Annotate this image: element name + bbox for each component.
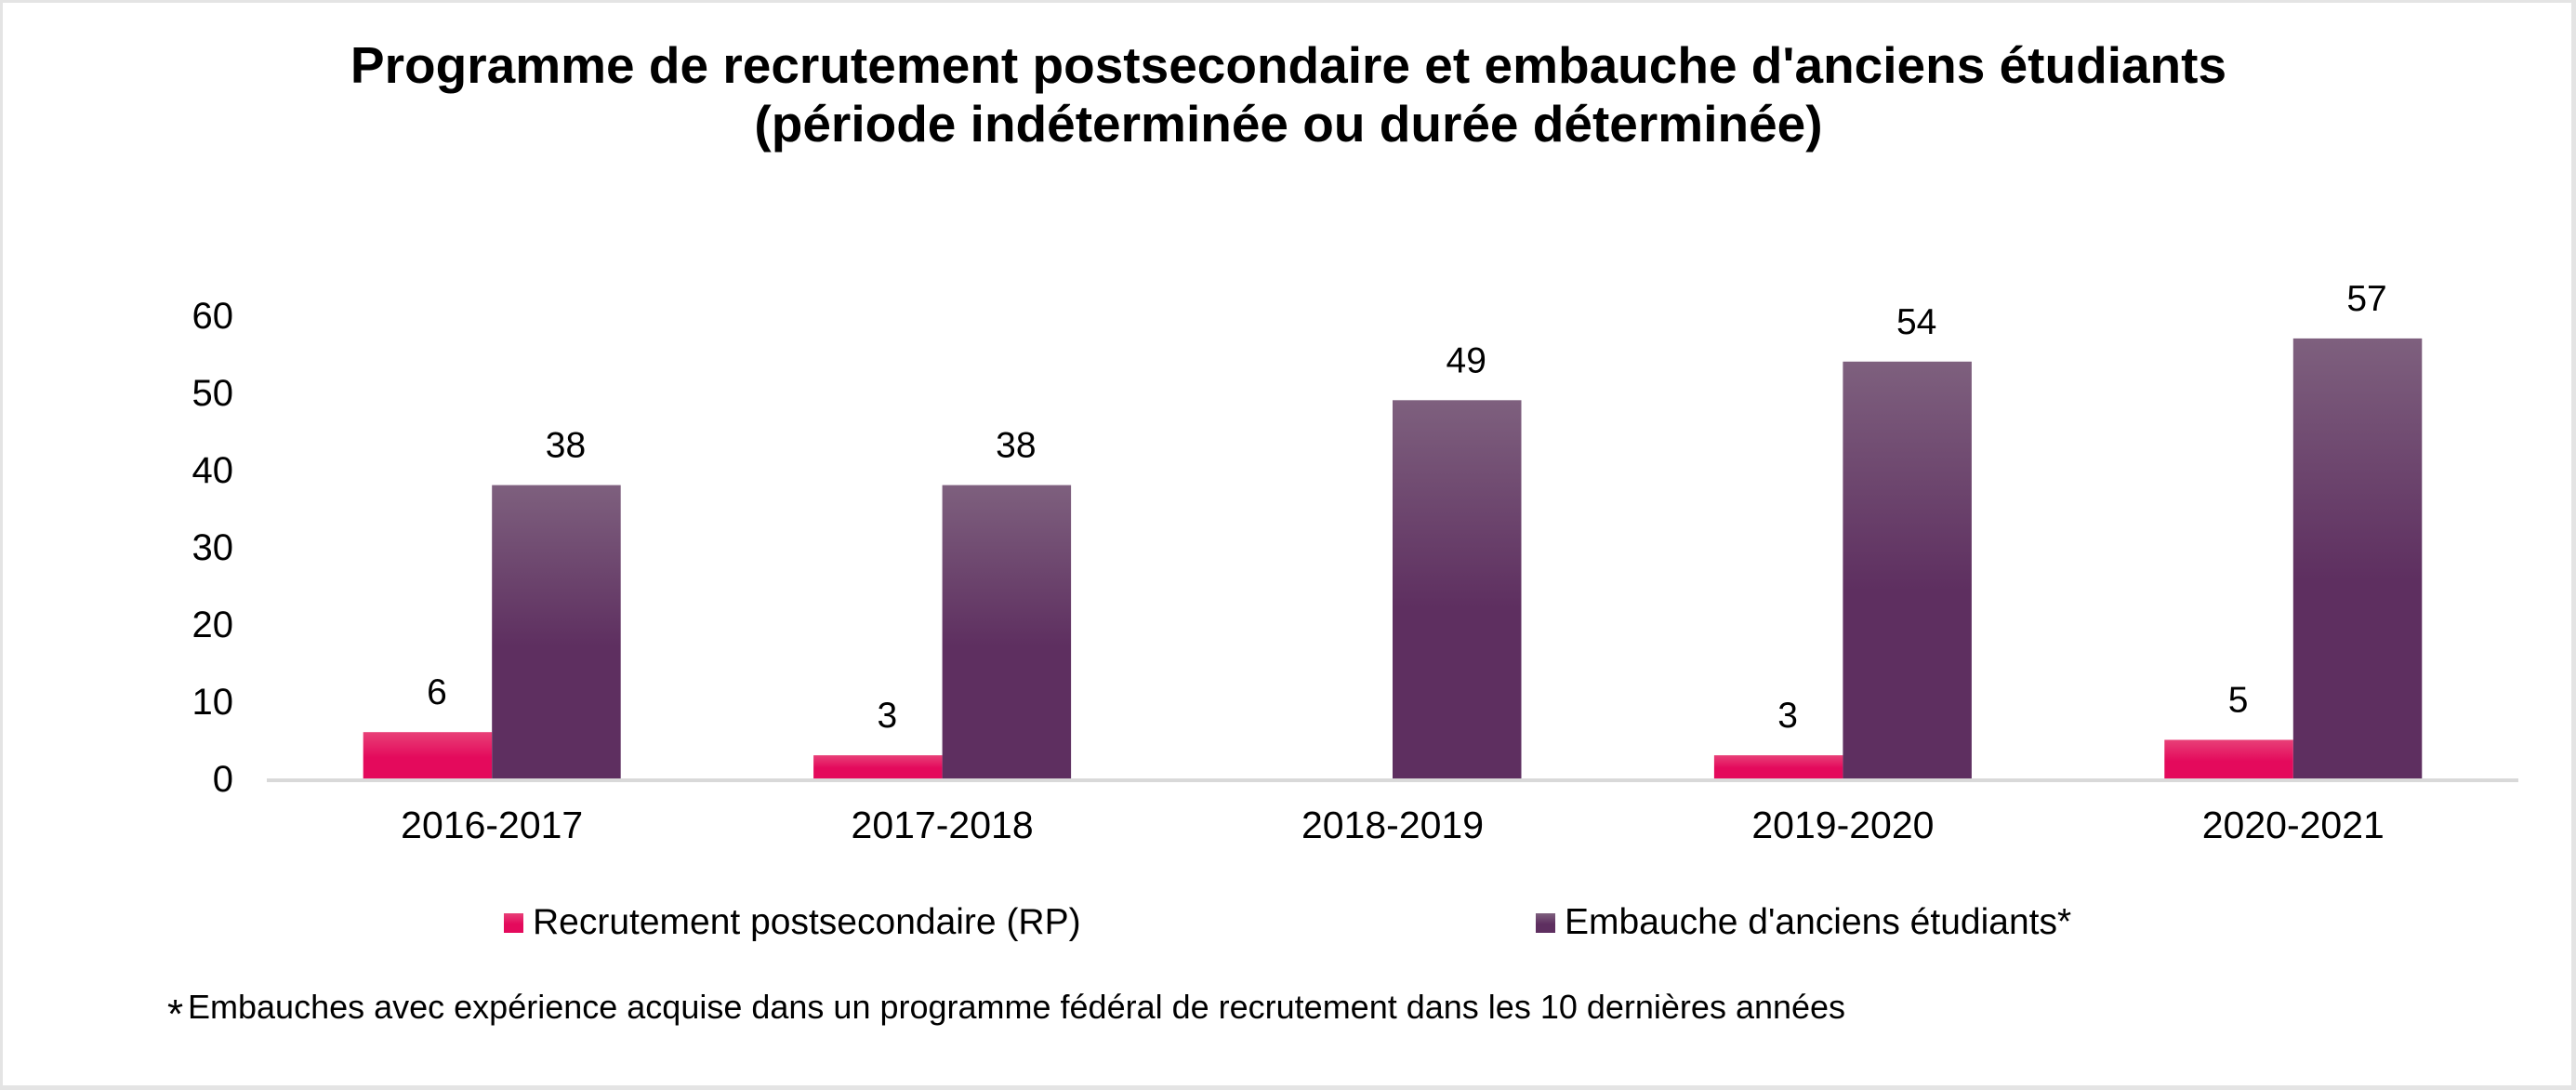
- legend-label: Recrutement postsecondaire (RP): [533, 902, 1081, 942]
- bar-embauche-2017-2018: [942, 485, 1072, 778]
- legend: Recrutement postsecondaire (RP) Embauche …: [504, 902, 2071, 942]
- data-label: 5: [2228, 681, 2249, 721]
- data-label: 3: [1777, 696, 1798, 736]
- y-tick-label: 50: [192, 373, 234, 414]
- bar-rp-2017-2018: [813, 755, 943, 778]
- chart-title: Programme de recrutement postsecondaire …: [350, 36, 2226, 94]
- y-tick-label: 10: [192, 682, 234, 723]
- x-tick-label: 2017-2018: [852, 804, 1034, 846]
- data-labels: 6 38 3 38 49 3 54 5 57: [427, 279, 2387, 736]
- y-tick-label: 0: [213, 759, 233, 800]
- data-label: 6: [427, 672, 447, 712]
- y-tick-label: 40: [192, 450, 234, 491]
- y-tick-label: 60: [192, 296, 234, 337]
- bars: [363, 338, 2423, 778]
- chart-subtitle: (période indéterminée ou durée déterminé…: [754, 95, 1822, 153]
- footnote: * Embauches avec expérience acquise dans…: [167, 988, 1845, 1037]
- x-tick-label: 2020-2021: [2202, 804, 2384, 846]
- legend-item: Embauche d'anciens étudiants*: [1536, 902, 2071, 942]
- bar-embauche-2020-2021: [2292, 338, 2423, 778]
- x-tick-label: 2019-2020: [1751, 804, 1934, 846]
- legend-label: Embauche d'anciens étudiants*: [1565, 902, 2071, 942]
- chart: Programme de recrutement postsecondaire …: [167, 36, 2518, 1037]
- footnote-marker: *: [167, 991, 183, 1037]
- bar-embauche-2018-2019: [1393, 400, 1522, 778]
- footnote-text: Embauches avec expérience acquise dans u…: [188, 988, 1845, 1026]
- x-axis: 2016-2017 2017-2018 2018-2019 2019-2020 2020…: [401, 804, 2384, 846]
- bar-embauche-2016-2017: [492, 485, 621, 778]
- bar-embauche-2019-2020: [1843, 361, 1972, 778]
- data-label: 38: [546, 426, 586, 466]
- data-label: 57: [2346, 279, 2386, 319]
- y-tick-label: 20: [192, 605, 234, 645]
- data-label: 38: [996, 426, 1036, 466]
- chart-frame: Programme de recrutement postsecondaire …: [3, 3, 2571, 1085]
- y-tick-label: 30: [192, 527, 234, 568]
- bar-rp-2016-2017: [363, 732, 493, 778]
- bar-rp-2020-2021: [2164, 739, 2293, 778]
- data-label: 3: [877, 696, 897, 736]
- x-tick-label: 2016-2017: [401, 804, 583, 846]
- legend-swatch: [1536, 913, 1555, 933]
- bar-rp-2019-2020: [1713, 755, 1843, 778]
- legend-item: Recrutement postsecondaire (RP): [504, 902, 1081, 942]
- legend-swatch: [504, 913, 523, 933]
- data-label: 54: [1896, 302, 1936, 342]
- data-label: 49: [1447, 340, 1486, 380]
- y-axis: 0 10 20 30 40 50 60: [192, 296, 234, 800]
- x-tick-label: 2018-2019: [1301, 804, 1484, 846]
